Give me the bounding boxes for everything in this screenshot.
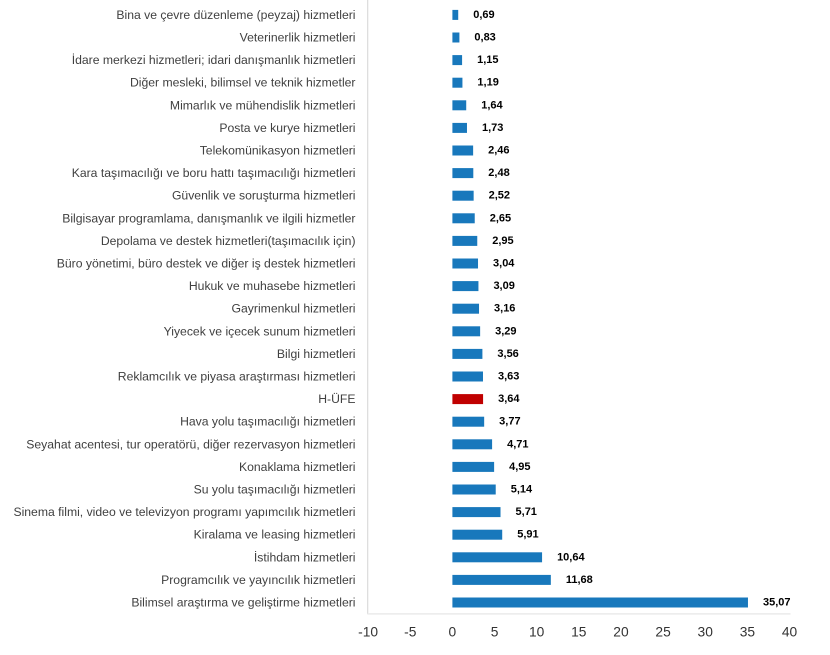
svg-text:10,64: 10,64	[557, 551, 585, 563]
svg-text:Telekomünikasyon hizmetleri: Telekomünikasyon hizmetleri	[200, 144, 356, 158]
svg-text:Seyahat acentesi, tur operatör: Seyahat acentesi, tur operatörü, diğer r…	[26, 437, 355, 451]
svg-text:2,65: 2,65	[490, 212, 511, 224]
svg-text:2,46: 2,46	[488, 145, 509, 157]
svg-text:3,09: 3,09	[493, 280, 514, 292]
svg-text:11,68: 11,68	[566, 574, 593, 586]
svg-text:30: 30	[698, 624, 714, 639]
svg-text:Yiyecek ve içecek sunum hizmet: Yiyecek ve içecek sunum hizmetleri	[164, 324, 356, 338]
svg-text:25: 25	[655, 624, 671, 639]
svg-text:2,52: 2,52	[489, 190, 510, 202]
svg-text:1,64: 1,64	[481, 99, 503, 111]
svg-text:-5: -5	[404, 624, 417, 639]
svg-text:4,95: 4,95	[509, 461, 530, 473]
svg-text:0: 0	[449, 624, 457, 639]
svg-text:Gayrimenkul hizmetleri: Gayrimenkul hizmetleri	[232, 302, 356, 316]
svg-text:3,29: 3,29	[495, 325, 516, 337]
svg-text:Bilgisayar programlama, danışm: Bilgisayar programlama, danışmanlık ve i…	[62, 211, 355, 225]
svg-text:5: 5	[491, 624, 499, 639]
svg-text:H-ÜFE: H-ÜFE	[318, 392, 355, 406]
svg-text:1,19: 1,19	[477, 77, 498, 89]
svg-text:Depolama ve destek hizmetleri(: Depolama ve destek hizmetleri(taşımacılı…	[101, 234, 356, 248]
svg-text:Bilgi hizmetleri: Bilgi hizmetleri	[277, 347, 356, 361]
svg-text:5,71: 5,71	[516, 506, 537, 518]
svg-text:20: 20	[613, 624, 629, 639]
svg-text:Programcılık ve yayıncılık hiz: Programcılık ve yayıncılık hizmetleri	[161, 573, 355, 587]
svg-text:5,14: 5,14	[511, 484, 533, 496]
svg-text:Kara taşımacılığı ve boru hatt: Kara taşımacılığı ve boru hattı taşımacı…	[72, 166, 356, 180]
svg-text:Güvenlik ve soruşturma hizmetl: Güvenlik ve soruşturma hizmetleri	[172, 189, 356, 203]
svg-text:Mimarlık ve mühendislik hizmet: Mimarlık ve mühendislik hizmetleri	[170, 98, 356, 112]
svg-text:Veterinerlik hizmetleri: Veterinerlik hizmetleri	[240, 31, 356, 45]
svg-text:3,16: 3,16	[494, 303, 515, 315]
svg-text:1,73: 1,73	[482, 122, 503, 134]
svg-text:Bina ve çevre düzenleme (peyza: Bina ve çevre düzenleme (peyzaj) hizmetl…	[116, 8, 355, 22]
svg-text:Büro yönetimi, büro destek ve: Büro yönetimi, büro destek ve diğer iş d…	[57, 257, 356, 271]
svg-text:35: 35	[740, 624, 756, 639]
svg-text:Bilimsel araştırma ve geliştir: Bilimsel araştırma ve geliştirme hizmetl…	[131, 596, 355, 610]
svg-text:35,07: 35,07	[763, 597, 791, 609]
svg-text:Sinema filmi, video ve televiz: Sinema filmi, video ve televizyon progra…	[13, 505, 355, 519]
svg-text:Kiralama ve leasing hizmetleri: Kiralama ve leasing hizmetleri	[194, 528, 356, 542]
svg-text:15: 15	[571, 624, 587, 639]
svg-text:3,64: 3,64	[498, 393, 520, 405]
svg-text:3,77: 3,77	[499, 416, 520, 428]
svg-text:Hukuk ve muhasebe hizmetleri: Hukuk ve muhasebe hizmetleri	[189, 279, 356, 293]
svg-text:Diğer mesleki, bilimsel ve tek: Diğer mesleki, bilimsel ve teknik hizmet…	[130, 76, 356, 90]
svg-text:4,71: 4,71	[507, 438, 528, 450]
svg-text:5,91: 5,91	[517, 529, 538, 541]
svg-text:2,48: 2,48	[488, 167, 509, 179]
svg-text:40: 40	[782, 624, 798, 639]
svg-text:0,83: 0,83	[474, 32, 495, 44]
svg-text:2,95: 2,95	[492, 235, 513, 247]
svg-text:İstihdam hizmetleri: İstihdam hizmetleri	[254, 550, 356, 564]
svg-text:İdare merkezi hizmetleri; idar: İdare merkezi hizmetleri; idari danışman…	[72, 53, 356, 67]
svg-text:10: 10	[529, 624, 545, 639]
svg-text:Reklamcılık ve piyasa araştırm: Reklamcılık ve piyasa araştırması hizmet…	[118, 370, 356, 384]
svg-text:Hava yolu taşımacılığı hizmetl: Hava yolu taşımacılığı hizmetleri	[180, 415, 355, 429]
svg-text:3,04: 3,04	[493, 258, 515, 270]
svg-text:Su yolu taşımacılığı hizmetler: Su yolu taşımacılığı hizmetleri	[194, 483, 356, 497]
svg-text:3,63: 3,63	[498, 371, 519, 383]
svg-text:1,15: 1,15	[477, 54, 498, 66]
svg-text:-10: -10	[358, 624, 378, 639]
svg-text:Konaklama hizmetleri: Konaklama hizmetleri	[239, 460, 356, 474]
svg-text:3,56: 3,56	[497, 348, 518, 360]
svg-text:0,69: 0,69	[473, 9, 494, 21]
svg-text:Posta ve kurye hizmetleri: Posta ve kurye hizmetleri	[219, 121, 355, 135]
